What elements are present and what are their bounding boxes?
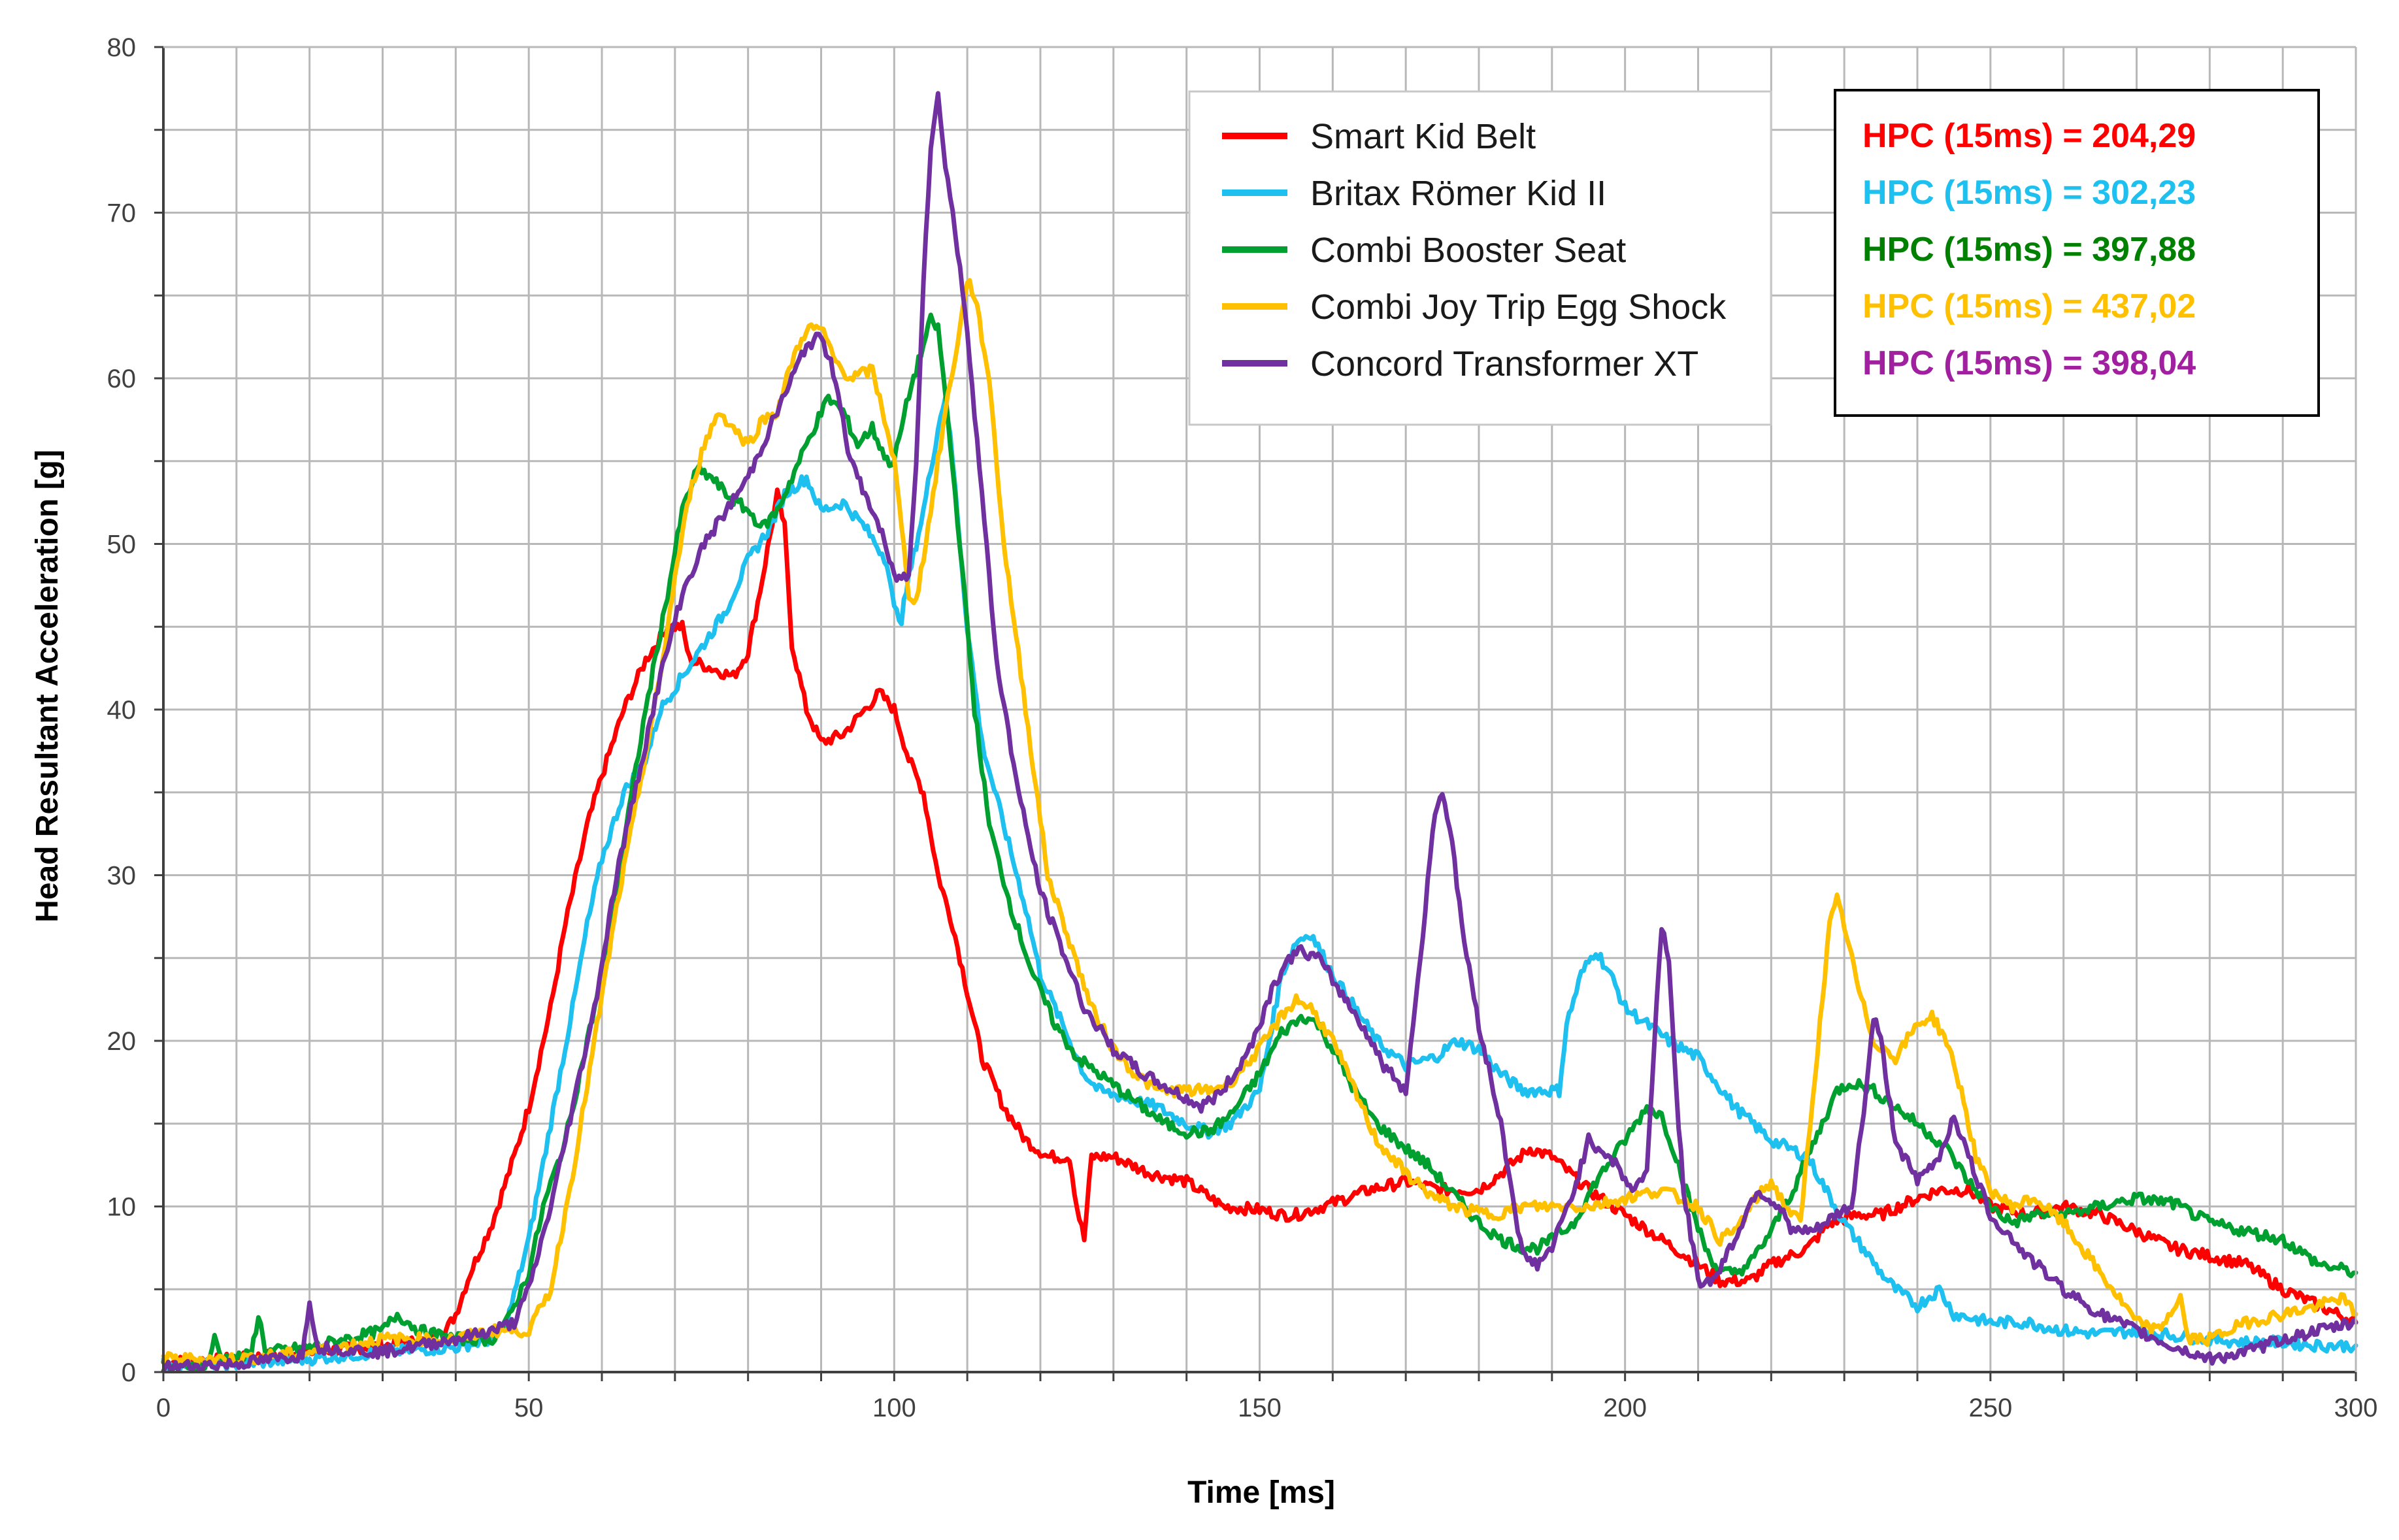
x-tick-label: 200 (1603, 1394, 1647, 1422)
y-axis-label: Head Resultant Acceleration [g] (30, 450, 65, 923)
x-tick-label: 150 (1238, 1394, 1282, 1422)
legend-label-combi-joy-trip-egg-shock: Combi Joy Trip Egg Shock (1310, 287, 1727, 327)
hpc-value-1: HPC (15ms) = 204,29 (1862, 117, 2196, 155)
hpc-value-3: HPC (15ms) = 397,88 (1862, 231, 2196, 269)
chart-ticks: 0 50 100 150 200 250 300 0 10 20 30 40 50 60 70 80 (107, 33, 2378, 1422)
y-tick-label: 80 (107, 33, 137, 62)
x-tick-label: 250 (1968, 1394, 2012, 1422)
chart-series (161, 91, 2358, 1374)
y-tick-label: 40 (107, 696, 137, 725)
y-tick-label: 50 (107, 531, 137, 559)
hpc-value-2: HPC (15ms) = 302,23 (1862, 174, 2196, 212)
hpc-value-5: HPC (15ms) = 398,04 (1862, 344, 2196, 382)
series-line-britax-r-mer-kid-ii (161, 395, 2358, 1372)
y-tick-label: 60 (107, 365, 137, 393)
legend-label-concord-transformer-xt: Concord Transformer XT (1310, 344, 1698, 384)
y-tick-label: 30 (107, 862, 137, 891)
series-line-combi-booster-seat (161, 312, 2358, 1373)
x-tick-label: 300 (2334, 1394, 2378, 1422)
legend-label-combi-booster-seat: Combi Booster Seat (1310, 231, 1626, 270)
hpc-value-4: HPC (15ms) = 437,02 (1862, 287, 2196, 325)
legend-label-britax-r-mer-kid-ii: Britax Römer Kid II (1310, 174, 1606, 213)
x-tick-label: 100 (872, 1394, 916, 1422)
y-tick-label: 0 (122, 1358, 136, 1387)
x-axis-label: Time [ms] (1187, 1475, 1335, 1510)
x-tick-label: 50 (514, 1394, 544, 1422)
chart-axes (154, 46, 2357, 1381)
x-tick-label: 0 (156, 1394, 171, 1422)
hpc-frame (1834, 89, 2320, 417)
hpc-annotation-box: HPC (15ms) = 204,29 HPC (15ms) = 302,23 HP… (1834, 89, 2320, 417)
y-tick-label: 20 (107, 1027, 137, 1056)
legend-frame (1188, 90, 1772, 426)
y-tick-label: 70 (107, 199, 137, 228)
series-line-combi-joy-trip-egg-shock (161, 278, 2358, 1367)
legend-label-smart-kid-belt: Smart Kid Belt (1310, 117, 1536, 156)
chart-legend: Smart Kid Belt Britax Römer Kid II Combi B… (1188, 90, 1772, 426)
series-line-concord-transformer-xt (161, 91, 2358, 1374)
y-tick-label: 10 (107, 1193, 137, 1222)
